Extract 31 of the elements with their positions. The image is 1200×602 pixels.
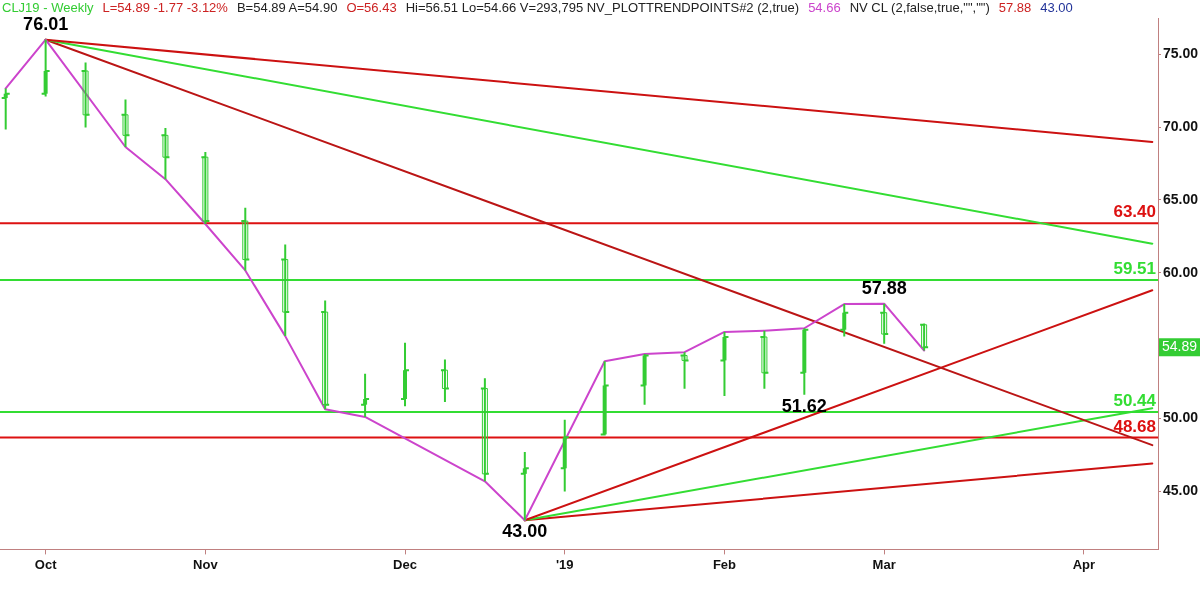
text: O=56.43: [346, 0, 397, 15]
annotation: 43.00: [502, 521, 548, 542]
y-tick-label: 60.00: [1163, 263, 1199, 280]
x-tick-label: '19: [555, 556, 574, 572]
ref-line-label: 48.68: [1113, 416, 1156, 436]
annotation: 51.62: [781, 395, 827, 416]
text: NV CL (2,false,true,"",""): [849, 0, 990, 15]
ref-line-label: 59.51: [1113, 259, 1156, 279]
ref-line-label: 50.44: [1113, 391, 1157, 411]
y-tick-label: 65.00: [1163, 190, 1199, 207]
text: 54.66: [808, 0, 841, 15]
ref-line-label: 63.40: [1113, 202, 1156, 222]
x-tick-label: Feb: [712, 556, 737, 572]
x-tick-label: Apr: [1072, 556, 1096, 572]
annotation: 57.88: [861, 277, 907, 298]
x-tick-label: Oct: [34, 556, 58, 572]
y-tick-label: 50.00: [1163, 409, 1199, 426]
text: B=54.89 A=54.90: [236, 0, 338, 15]
text: Hi=56.51 Lo=54.66 V=293,795 NV_PLOTTRENDPOINTS#2 (2,true): [405, 0, 800, 15]
y-tick-label: 75.00: [1163, 45, 1199, 62]
text: 43.00: [1040, 0, 1073, 15]
x-tick-label: Nov: [193, 556, 219, 572]
text: 57.88: [998, 0, 1032, 15]
y-tick-label: 45.00: [1163, 482, 1199, 499]
x-tick-label: Mar: [872, 556, 896, 572]
chart-title: CLJ19 - Weekly: [2, 0, 94, 15]
annotation: 76.01: [23, 13, 69, 34]
y-tick-label: 70.00: [1163, 118, 1199, 135]
x-tick-label: Dec: [393, 556, 417, 572]
text: L=54.89 -1.77 -3.12%: [102, 0, 228, 15]
annotation: 54.89: [1162, 338, 1198, 355]
